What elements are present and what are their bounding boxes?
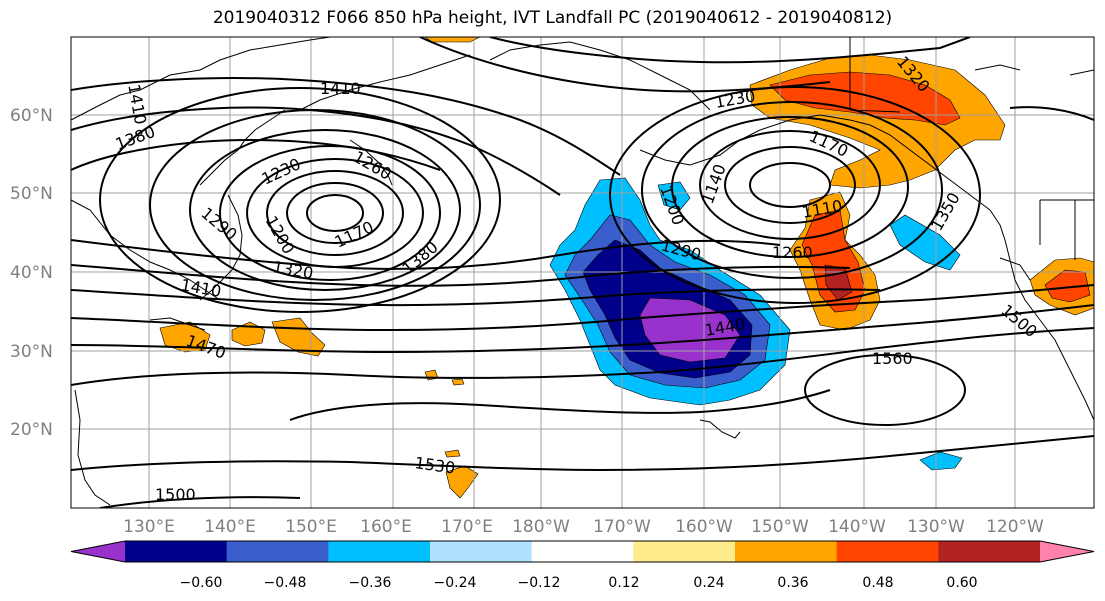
lon-label: 180°W [512,517,570,537]
lon-label: 130°W [907,517,965,537]
colorbar-tick-label: −0.48 [264,575,307,591]
contour-label: 1560 [872,349,913,368]
colorbar-swatch [531,541,634,562]
colorbar-swatch [938,541,1041,562]
lat-label-30n: 30°N [10,342,53,362]
lon-label: 160°E [360,517,412,537]
colorbar-tick-label: −0.12 [518,575,561,591]
map-title: 2019040312 F066 850 hPa height, IVT Land… [212,8,893,28]
colorbar-swatch [226,541,329,562]
coastlines [71,37,1094,506]
colorbar-tick-label: −0.60 [180,575,223,591]
colorbar-swatch [328,541,431,562]
colorbar-tick-label: 0.12 [608,575,639,591]
colorbar-tick-label: −0.36 [349,575,392,591]
colorbar-outline [70,540,1095,563]
colorbar-swatch [735,541,838,562]
colorbar-tick-label: −0.24 [434,575,477,591]
contour-label: 1410 [320,79,361,98]
lon-label: 140°E [204,517,256,537]
colorbar-swatch [430,541,533,562]
colorbar-swatch [125,541,228,562]
colorbar-tick-labels: −0.60 −0.48 −0.36 −0.24 −0.12 0.12 0.24 … [180,575,978,591]
colorbar-tick-label: 0.48 [862,575,893,591]
colorbar-tick-label: 0.24 [693,575,724,591]
contour-label: 1260 [772,243,813,262]
lon-label: 170°W [593,517,651,537]
contour-label: 1500 [155,485,196,504]
lat-label-60n: 60°N [10,106,53,126]
lon-label: 150°W [751,517,809,537]
ivt-positive-shading [159,37,1094,499]
lat-label-40n: 40°N [10,263,53,283]
colorbar-extend-high [1040,541,1094,562]
lon-label: 140°W [828,517,886,537]
map-panel: 1410 1410 1380 1230 1260 1290 1200 1170 … [71,37,1094,508]
colorbar-tick-label: 0.60 [946,575,977,591]
lon-label: 160°W [675,517,733,537]
lat-label-50n: 50°N [10,184,53,204]
lon-label: 150°E [285,517,337,537]
colorbar-tick-label: 0.36 [777,575,808,591]
lon-label: 120°W [986,517,1044,537]
lat-label-20n: 20°N [10,420,53,440]
map-frame [70,36,1095,509]
colorbar [70,540,1095,563]
colorbar-extend-low [71,541,125,562]
latitude-labels: 60°N 50°N 40°N 30°N 20°N [10,106,53,440]
height-contours [71,37,1094,508]
colorbar-swatch [633,541,736,562]
longitude-labels: 130°E 140°E 150°E 160°E 170°E 180°W 170°… [123,517,1044,537]
lon-label: 170°E [441,517,493,537]
lon-label: 130°E [123,517,175,537]
colorbar-swatch [836,541,939,562]
